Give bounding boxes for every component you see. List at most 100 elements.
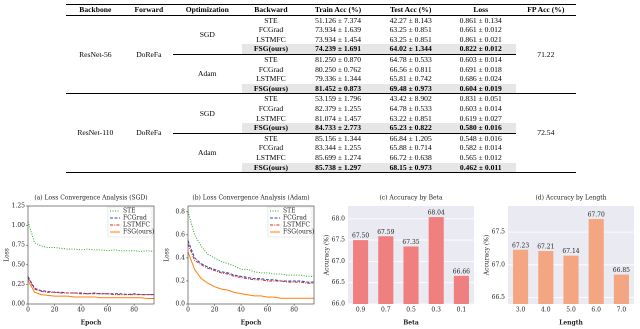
bar [428,217,444,304]
table-row: ResNet-110 DoReFa SGD STE 53.159 ± 1.796 43.4… [66,94,576,137]
metric: 85.738 ± 1.297 [300,162,376,173]
series-line [187,251,314,299]
backward-method: FCGrad [258,143,284,153]
x-tick-label: 0.9 [356,307,366,314]
x-tick-label: 6.0 [591,307,601,314]
table-row: LSTMFC 81.074 ± 1.457 63.22 ± 0.851 0.619 ±… [66,114,576,124]
metric: 0.619 ± 0.027 [459,113,502,123]
column-header: Backward [254,5,288,14]
metric: 0.582 ± 0.014 [459,143,502,153]
y-tick-label: 66.5 [492,294,506,301]
metric: 0.661 ± 0.012 [459,25,502,35]
bar [403,246,419,304]
value-label: 68.04 [428,210,445,217]
backward-method: STE [264,133,278,143]
metric: 63.22 ± 0.851 [389,113,432,123]
x-tick-label: 0.5 [406,307,416,314]
y-tick-label: 0.6 [175,231,185,238]
x-tick-label: 60 [104,307,112,314]
y-tick-label: 0.00 [12,301,26,308]
optimizer: Adam [198,69,217,79]
metric: 0.691 ± 0.018 [459,64,502,74]
x-tick-label: 40 [77,307,85,314]
metric: 74.239 ± 1.691 [300,44,376,55]
metric: 83.344 ± 1.255 [315,143,362,153]
x-tick-label: 4.0 [541,307,551,314]
metric: 66.72 ± 0.638 [389,152,432,162]
y-tick-label: 67.5 [332,237,346,244]
chart-title: (b) Loss Convergence Analysis (Adam) [192,195,309,202]
table-row: FCGrad 82.379 ± 1.255 64.78 ± 0.533 0.603 ±… [66,104,576,114]
metric: 66.84 ± 1.205 [389,133,432,143]
backward-method: STE [264,94,278,104]
backbone: ResNet-110 [77,128,114,138]
metric: 73.934 ± 1.454 [315,34,362,44]
value-label: 66.66 [453,268,470,275]
series-line [27,276,154,296]
metric: 0.861 ± 0.021 [459,34,502,44]
metric: 64.02 ± 1.344 [375,44,446,55]
plot-frame [27,205,155,305]
x-tick-label: 40 [237,307,245,314]
x-tick-label: 7.0 [617,307,627,314]
backward-method: FCGrad [258,103,284,113]
table-row: LSTMFC 73.934 ± 1.454 63.25 ± 0.851 0.861 ±… [66,35,576,45]
y-tick-label: 68.0 [332,215,346,222]
metric: 82.379 ± 1.255 [315,103,362,113]
bar [588,219,604,304]
backward-method: FSG(ours) [241,123,301,134]
y-axis-label: Loss [164,248,171,262]
legend-label: LSTMFC [283,222,310,229]
value-label: 66.85 [613,267,630,274]
bar [378,236,394,304]
backward-method: LSTMFC [256,74,286,84]
plot-frame [187,205,315,305]
x-tick-label: 80 [290,307,298,314]
bar [613,274,629,304]
table-row: LSTMFC 79.336 ± 1.344 65.81 ± 0.742 0.686 ±… [66,74,576,84]
metric: 0.462 ± 0.011 [445,162,516,173]
column-header: Loss [473,5,489,14]
backward-method: STE [264,54,278,64]
bar [353,240,369,304]
table-row: Adam STE 85.156 ± 1.344 66.84 ± 1.205 0.548 … [66,133,576,157]
metric: 0.603 ± 0.014 [459,103,502,113]
metric: 80.250 ± 0.762 [315,64,362,74]
metric: 64.78 ± 0.533 [389,103,432,113]
metric: 85.156 ± 1.344 [315,133,362,143]
x-tick-label: 5.0 [566,307,576,314]
x-tick-label: 0.7 [381,307,391,314]
y-tick-label: 1.00 [12,222,26,229]
y-tick-label: 0.25 [12,281,26,288]
metric: 69.48 ± 0.973 [375,83,446,94]
x-tick-label: 80 [130,307,138,314]
backward-method: FCGrad [258,25,284,35]
value-label: 67.50 [352,233,369,240]
bar [538,251,554,304]
x-tick-label: 60 [264,307,272,314]
backward-method: FSG(ours) [241,44,301,55]
metric: 0.548 ± 0.016 [459,133,502,143]
optimizer: SGD [199,108,215,118]
results-table: Backbone Forward Optimization Backward Train… [66,4,576,173]
y-tick-label: 66.5 [332,279,346,286]
x-tick-label: 0 [26,307,30,314]
chart-title: (a) Loss Convergence Analysis (SGD) [34,195,147,202]
table-row: FSG(ours) 84.733 ± 2.773 65.23 ± 0.822 0.58… [66,123,576,134]
y-tick-label: 0.0 [175,301,185,308]
metric: 68.15 ± 0.973 [375,162,446,173]
y-tick-label: 0.4 [175,254,185,261]
charts: (a) Loss Convergence Analysis (SGD) Epoch… [4,195,634,327]
metric: 0.604 ± 0.019 [445,83,516,94]
metric: 0.686 ± 0.024 [459,74,502,84]
table-row: LSTMFC 85.699 ± 1.274 66.72 ± 0.638 0.565 ±… [66,153,576,163]
y-tick-label: 0.75 [12,242,26,249]
x-axis-label: Epoch [241,320,262,327]
value-label: 67.70 [588,212,605,219]
x-tick-label: 3.0 [516,307,526,314]
series-line [187,243,314,284]
value-label: 67.59 [377,229,394,236]
legend-label: STE [123,208,136,215]
metric: 81.452 ± 0.873 [300,83,376,94]
legend-label: FSG(ours) [283,229,314,236]
